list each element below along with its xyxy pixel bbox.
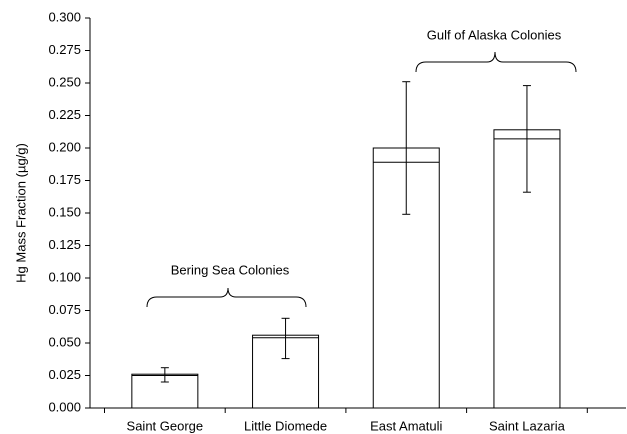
y-tick-label: 0.150 [48, 204, 81, 219]
annotation: Bering Sea Colonies [171, 262, 290, 277]
y-tick-label: 0.175 [48, 172, 81, 187]
y-tick-label: 0.300 [48, 9, 81, 24]
y-tick-label: 0.200 [48, 139, 81, 154]
x-tick-label: Saint Lazaria [489, 418, 566, 433]
y-tick-label: 0.125 [48, 237, 81, 252]
y-tick-label: 0.000 [48, 399, 81, 414]
brace [146, 287, 307, 308]
brace [415, 51, 577, 73]
annotation: Gulf of Alaska Colonies [427, 27, 562, 42]
y-tick-label: 0.225 [48, 107, 81, 122]
y-tick-label: 0.050 [48, 334, 81, 349]
y-tick-label: 0.250 [48, 74, 81, 89]
y-tick-label: 0.100 [48, 269, 81, 284]
y-tick-label: 0.275 [48, 42, 81, 57]
x-tick-label: Saint George [127, 418, 204, 433]
y-tick-label: 0.075 [48, 302, 81, 317]
y-tick-label: 0.025 [48, 367, 81, 382]
x-tick-label: East Amatuli [370, 418, 442, 433]
x-tick-label: Little Diomede [244, 418, 327, 433]
y-axis-label: Hg Mass Fraction (µg/g) [13, 143, 28, 283]
